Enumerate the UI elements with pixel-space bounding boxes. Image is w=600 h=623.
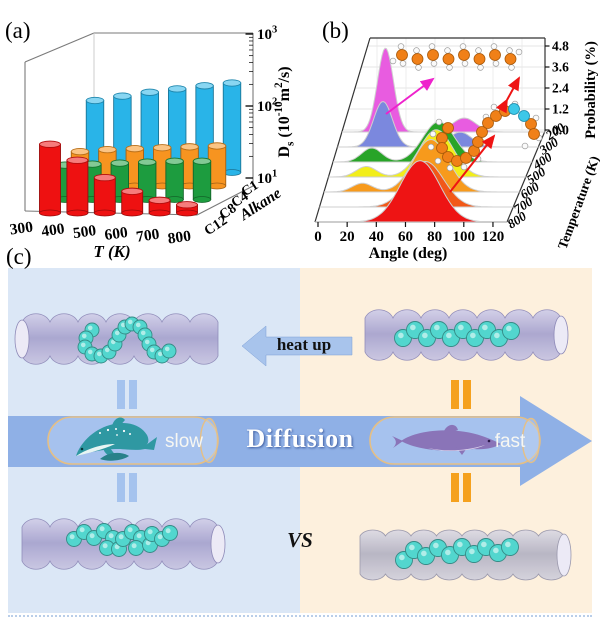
nanotube-smooth-straight-chain — [359, 529, 572, 581]
svg-text:101: 101 — [257, 168, 277, 187]
svg-text:300: 300 — [9, 218, 35, 238]
fast-capsule-end — [521, 417, 541, 464]
svg-text:120: 120 — [482, 229, 505, 245]
panel-b-ridgeline-chart: 0 20 40 60 80 100 120 Angle (deg) 0.0 1.2 2.4 3.6 4.… — [314, 37, 600, 262]
equals-sign-right-bottom — [451, 473, 471, 502]
svg-text:102: 102 — [257, 96, 277, 115]
nanotube-straight-chain — [364, 309, 569, 361]
alkane-chain-beads — [77, 316, 177, 364]
equals-bar — [463, 473, 471, 502]
double-arrow-icon — [495, 76, 520, 114]
heat-up-label: heat up — [276, 335, 332, 354]
fast-label: fast — [495, 431, 526, 452]
alkane-chain-beads — [395, 538, 519, 569]
slow-label: slow — [165, 431, 203, 452]
dolphin-eye — [487, 439, 491, 443]
nanotube-end-cap — [553, 315, 569, 355]
svg-text:1.2: 1.2 — [552, 102, 569, 117]
svg-text:T (K): T (K) — [93, 242, 130, 261]
alkane-chain-beads — [66, 523, 178, 557]
panel-a-label: (a) — [5, 18, 31, 43]
svg-text:100: 100 — [453, 229, 476, 245]
svg-text:2.4: 2.4 — [552, 81, 569, 96]
nanotube-end-cap — [210, 524, 226, 564]
dolphin-slow-icon — [76, 417, 157, 461]
nanotube-coiled-chain — [14, 313, 219, 365]
equals-bar — [451, 473, 459, 502]
svg-text:103: 103 — [257, 24, 277, 43]
equals-bar — [129, 380, 137, 409]
equals-bar — [117, 473, 125, 502]
dolphin-fast-icon — [392, 424, 501, 455]
svg-text:800: 800 — [167, 227, 193, 247]
svg-text:80: 80 — [427, 229, 442, 245]
equals-sign-left-top — [117, 380, 137, 409]
svg-text:Probability (%): Probability (%) — [583, 41, 599, 139]
slow-capsule-end — [199, 417, 219, 464]
slow-capsule: slow — [47, 416, 219, 465]
dolphin-eye — [80, 447, 84, 451]
equals-bar — [463, 380, 471, 409]
bottom-edge-decoration — [8, 615, 592, 619]
svg-text:60: 60 — [398, 229, 413, 245]
equals-sign-right-top — [451, 380, 471, 409]
heat-up-arrow-shape — [241, 325, 353, 367]
equals-bar — [451, 380, 459, 409]
arrow-to-coiled-molecule — [449, 134, 496, 193]
equals-bar — [129, 473, 137, 502]
svg-text:Angle (deg): Angle (deg) — [369, 245, 448, 262]
diffusion-label: Diffusion — [246, 424, 354, 453]
equals-sign-left-bottom — [117, 473, 137, 502]
heat-up-arrow — [241, 325, 353, 367]
alkane-chain-beads — [394, 321, 520, 347]
panel-b-label: (b) — [322, 18, 349, 43]
panel-c-label: (c) — [6, 244, 32, 269]
svg-text:600: 600 — [103, 224, 129, 244]
svg-text:Ds (10-10m2/s): Ds (10-10m2/s) — [273, 66, 297, 157]
nanotube-clustered-chain — [21, 518, 226, 570]
svg-text:500: 500 — [72, 222, 98, 242]
straight-alkane-molecule-icon — [389, 43, 523, 71]
svg-text:40: 40 — [369, 229, 384, 245]
svg-text:4.8: 4.8 — [552, 39, 569, 54]
panel-a-3d-bar-chart: 101 102 103 Ds (10-10m2/s) 300 400 500 600 700 80… — [9, 24, 297, 261]
arrow-to-straight-molecule — [385, 77, 435, 115]
fast-capsule: fast — [369, 416, 541, 465]
svg-text:400: 400 — [40, 220, 66, 240]
svg-text:700: 700 — [135, 226, 161, 246]
svg-text:0: 0 — [314, 229, 322, 245]
vs-label: VS — [287, 528, 313, 552]
svg-text:3.6: 3.6 — [552, 60, 569, 75]
svg-text:20: 20 — [340, 229, 355, 245]
nanotube-end-cap — [14, 319, 30, 359]
svg-text:0.0: 0.0 — [552, 123, 569, 138]
nanotube-end-cap — [556, 533, 572, 577]
equals-bar — [117, 380, 125, 409]
